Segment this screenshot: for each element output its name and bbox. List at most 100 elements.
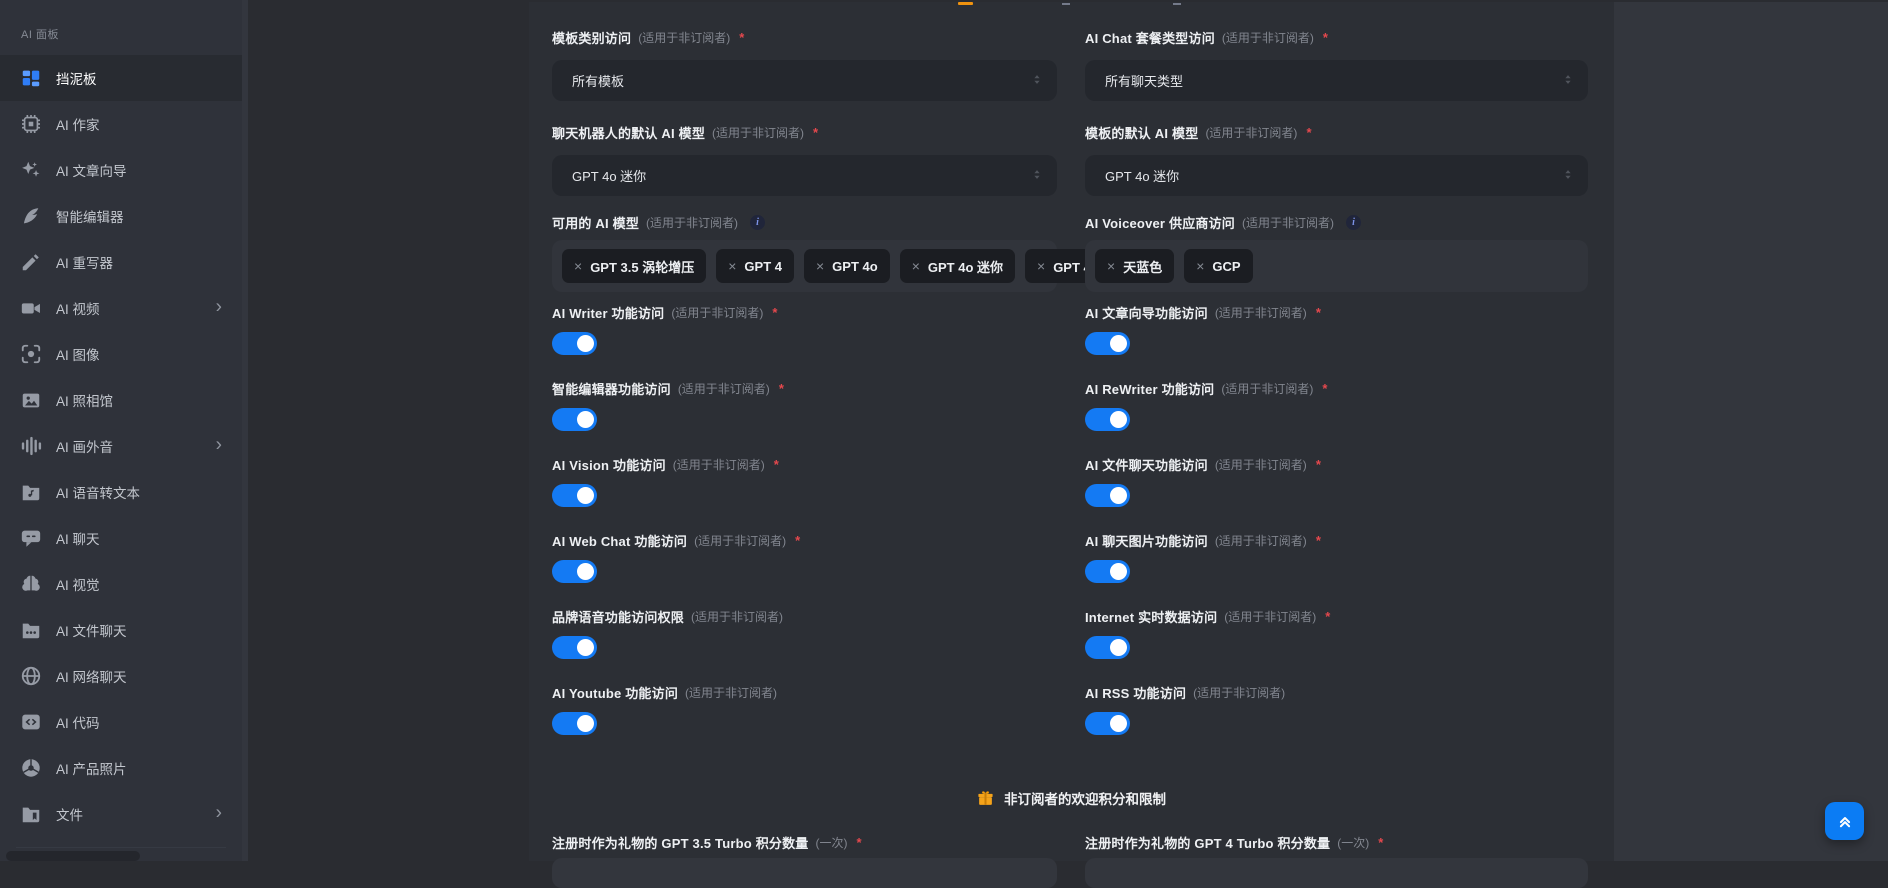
sidebar-item-ai-product-photo[interactable]: AI 产品照片	[0, 745, 242, 791]
toggle-knob	[577, 715, 594, 732]
field-toggle-web-chat: AI Web Chat 功能访问 (适用于非订阅者) *	[552, 530, 1057, 583]
field-chatbot-default-model: 聊天机器人的默认 AI 模型 (适用于非订阅者) * GPT 4o 迷你	[552, 122, 1057, 196]
field-hint: (适用于非订阅者)	[671, 305, 764, 320]
tag-chip[interactable]: × GCP	[1184, 249, 1253, 283]
field-hint: (适用于非订阅者)	[672, 457, 765, 472]
web-chat-toggle[interactable]	[552, 560, 597, 583]
toggle-knob	[577, 563, 594, 580]
field-toggle-file-chat: AI 文件聊天功能访问 (适用于非订阅者) *	[1085, 454, 1588, 507]
tag-chip[interactable]: × GPT 4o 迷你	[899, 249, 1015, 283]
sidebar-item-ai-image[interactable]: AI 图像	[0, 331, 242, 377]
chevron-right-icon[interactable]: ›	[215, 802, 222, 824]
template-category-select[interactable]: 所有模板	[552, 60, 1057, 101]
section-title: 非订阅者的欢迎积分和限制	[1004, 792, 1166, 807]
sidebar-item-ai-writer[interactable]: AI 作家	[0, 101, 242, 147]
file-chat-toggle[interactable]	[1085, 484, 1130, 507]
toggle-knob	[577, 411, 594, 428]
info-icon[interactable]: i	[750, 214, 766, 230]
rss-toggle[interactable]	[1085, 712, 1130, 735]
chevron-right-icon[interactable]: ›	[215, 434, 222, 456]
remove-tag-icon[interactable]: ×	[1196, 258, 1205, 274]
scroll-to-top-button[interactable]	[1825, 802, 1864, 840]
gpt35-credits-input[interactable]	[552, 858, 1057, 888]
sidebar-item-label: AI 重写器	[56, 256, 114, 271]
gpt4-credits-input[interactable]	[1085, 858, 1588, 888]
ai-rewriter-toggle[interactable]	[1085, 408, 1130, 431]
template-default-model-select[interactable]: GPT 4o 迷你	[1085, 155, 1588, 196]
chatbot-default-model-select[interactable]: GPT 4o 迷你	[552, 155, 1057, 196]
select-value: GPT 4o 迷你	[1105, 169, 1180, 184]
remove-tag-icon[interactable]: ×	[728, 258, 737, 274]
field-toggle-smart-editor: 智能编辑器功能访问 (适用于非订阅者) *	[552, 378, 1057, 431]
smart-editor-toggle[interactable]	[552, 408, 597, 431]
remove-tag-icon[interactable]: ×	[1107, 258, 1116, 274]
sidebar-item-ai-rewriter[interactable]: AI 重写器	[0, 239, 242, 285]
required-asterisk: *	[795, 532, 801, 548]
required-asterisk: *	[1315, 532, 1321, 548]
tag-chip[interactable]: × 天蓝色	[1095, 249, 1175, 283]
article-wizard-toggle[interactable]	[1085, 332, 1130, 355]
available-models-tag-input[interactable]: × GPT 3.5 涡轮增压 × GPT 4 × GPT 4o × GPT 4o 迷你 …	[552, 240, 1159, 292]
tag-chip[interactable]: × GPT 4o	[803, 249, 890, 283]
youtube-toggle[interactable]	[552, 712, 597, 735]
required-asterisk: *	[1378, 834, 1384, 850]
photo-gallery-icon	[19, 388, 43, 412]
toggle-knob	[1110, 563, 1127, 580]
select-caret-icon	[1561, 72, 1575, 89]
remove-tag-icon[interactable]: ×	[815, 258, 825, 274]
welcome-credits-section-header: 非订阅者的欢迎积分和限制	[529, 788, 1614, 808]
tag-chip[interactable]: × GPT 4	[716, 249, 794, 283]
double-chevron-up-icon	[1839, 817, 1850, 828]
sidebar-item-ai-chat[interactable]: AI 聊天	[0, 515, 242, 561]
sidebar-divider	[16, 847, 226, 848]
sidebar-edge	[242, 0, 248, 861]
required-asterisk: *	[1315, 304, 1321, 320]
field-hint: (适用于非订阅者)	[1214, 305, 1307, 320]
field-label: AI Chat 套餐类型访问	[1085, 30, 1215, 46]
tag-label: GPT 4o 迷你	[927, 259, 1003, 275]
field-chat-package: AI Chat 套餐类型访问 (适用于非订阅者) * 所有聊天类型	[1085, 27, 1588, 101]
field-hint: (适用于非订阅者)	[1205, 125, 1298, 140]
field-label: 可用的 AI 模型	[552, 215, 640, 231]
sidebar-item-label: 文件	[56, 808, 83, 823]
select-value: 所有模板	[572, 74, 625, 89]
chevron-right-icon[interactable]: ›	[215, 296, 222, 318]
info-icon[interactable]: i	[1346, 214, 1362, 230]
toggle-knob	[577, 487, 594, 504]
field-toggle-youtube: AI Youtube 功能访问 (适用于非订阅者)	[552, 682, 1057, 735]
realtime-data-toggle[interactable]	[1085, 636, 1130, 659]
toggle-knob	[1110, 639, 1127, 656]
pencil-icon	[19, 250, 43, 274]
remove-tag-icon[interactable]: ×	[574, 258, 583, 274]
sidebar-item-ai-article-wizard[interactable]: AI 文章向导	[0, 147, 242, 193]
sidebar-item-ai-web-chat[interactable]: AI 网络聊天	[0, 653, 242, 699]
sidebar-item-smart-editor[interactable]: 智能编辑器	[0, 193, 242, 239]
voiceover-providers-tag-input[interactable]: × 天蓝色 × GCP	[1085, 240, 1588, 292]
folder-music-icon	[19, 480, 43, 504]
sidebar-item-ai-voiceover[interactable]: AI 画外音 ›	[0, 423, 242, 469]
select-caret-icon	[1030, 167, 1044, 184]
field-toggle-ai-vision: AI Vision 功能访问 (适用于非订阅者) *	[552, 454, 1057, 507]
sidebar-item-ai-photo-studio[interactable]: AI 照相馆	[0, 377, 242, 423]
sidebar-item-dashboard[interactable]: 挡泥板	[0, 55, 242, 101]
ai-vision-toggle[interactable]	[552, 484, 597, 507]
sidebar-item-label: AI 文章向导	[56, 164, 127, 179]
sidebar-item-ai-video[interactable]: AI 视频 ›	[0, 285, 242, 331]
field-label: AI Vision 功能访问	[552, 457, 666, 473]
chat-package-select[interactable]: 所有聊天类型	[1085, 60, 1588, 101]
ai-writer-toggle[interactable]	[552, 332, 597, 355]
field-gpt4-credits: 注册时作为礼物的 GPT 4 Turbo 积分数量 (一次) *	[1085, 832, 1588, 888]
field-toggle-rss: AI RSS 功能访问 (适用于非订阅者)	[1085, 682, 1588, 735]
tag-chip[interactable]: × GPT 3.5 涡轮增压	[562, 249, 707, 283]
sidebar-item-ai-vision[interactable]: AI 视觉	[0, 561, 242, 607]
sidebar-item-ai-code[interactable]: AI 代码	[0, 699, 242, 745]
sidebar-item-ai-speech-to-text[interactable]: AI 语音转文本	[0, 469, 242, 515]
chat-image-toggle[interactable]	[1085, 560, 1130, 583]
brand-voice-toggle[interactable]	[552, 636, 597, 659]
remove-tag-icon[interactable]: ×	[1037, 258, 1046, 274]
remove-tag-icon[interactable]: ×	[911, 258, 920, 274]
sidebar-item-documents[interactable]: 文件 ›	[0, 791, 242, 837]
field-hint: (适用于非订阅者)	[1193, 685, 1286, 700]
sidebar-item-ai-file-chat[interactable]: AI 文件聊天	[0, 607, 242, 653]
